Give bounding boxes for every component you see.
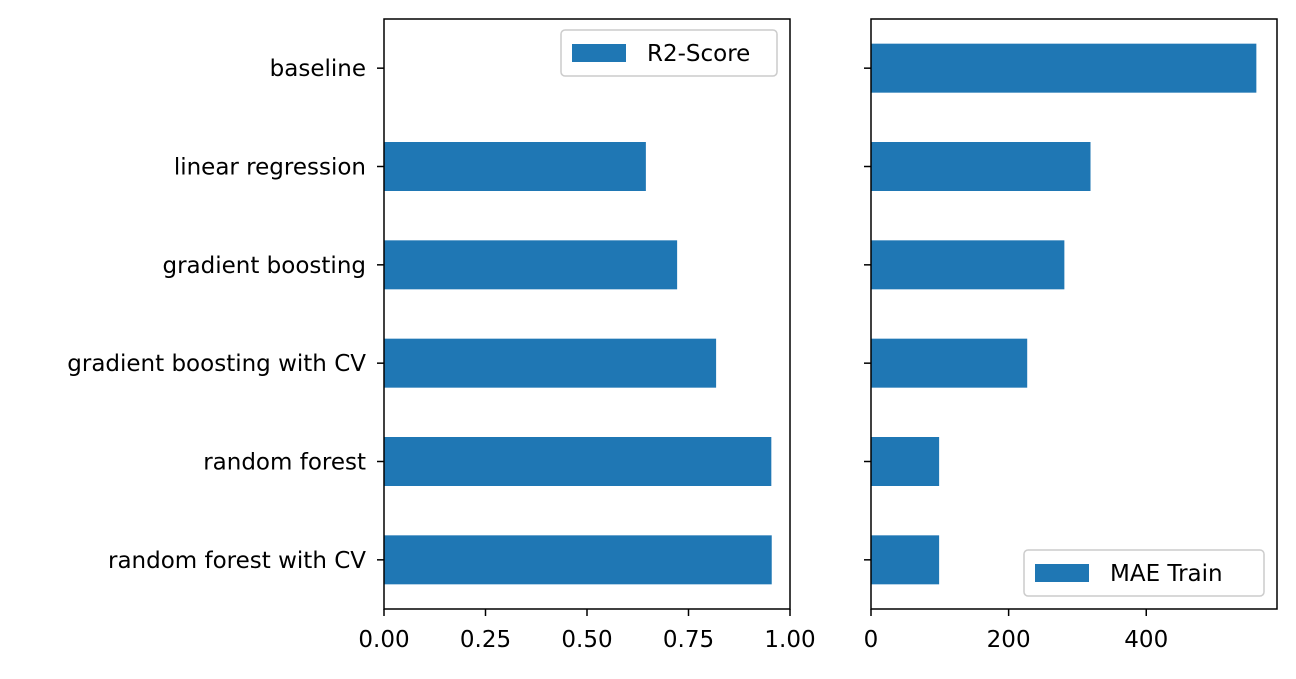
legend-swatch xyxy=(1035,564,1089,582)
axes-frame xyxy=(383,18,791,610)
legend: R2-Score xyxy=(560,29,778,77)
y-tick-label: linear regression xyxy=(174,155,366,181)
legend-box xyxy=(560,29,778,77)
bar-baseline xyxy=(871,43,1257,93)
chart-panel-2: 0 200 400 MAE Train xyxy=(864,18,1278,653)
bar-random-forest-with-CV xyxy=(384,535,772,585)
y-tick-label: gradient boosting with CV xyxy=(67,351,366,377)
bar-random-forest-with-CV xyxy=(871,535,940,585)
bar-random-forest xyxy=(384,437,772,486)
y-tick-label: random forest xyxy=(203,450,366,476)
bar-linear-regression xyxy=(384,142,646,191)
x-tick-label: 400 xyxy=(1124,627,1168,653)
x-tick-label: 0.50 xyxy=(561,627,612,653)
bar-linear-regression xyxy=(871,142,1091,191)
bar-gradient-boosting-with-CV xyxy=(384,338,717,388)
legend-swatch xyxy=(572,44,626,62)
x-tick-label: 200 xyxy=(987,627,1031,653)
bar-gradient-boosting xyxy=(871,240,1065,290)
y-tick-label: gradient boosting xyxy=(162,253,366,279)
legend-box xyxy=(1023,549,1265,597)
axes-frame xyxy=(870,18,1278,610)
x-tick-label: 0.00 xyxy=(358,627,409,653)
y-tick-label: random forest with CV xyxy=(108,548,366,574)
legend-label: MAE Train xyxy=(1110,561,1223,587)
bar-gradient-boosting-with-CV xyxy=(871,338,1028,388)
legend: MAE Train xyxy=(1023,549,1265,597)
y-tick-label: baseline xyxy=(270,56,366,82)
chart-panel-1: baseline linear regression gradient boosti… xyxy=(67,18,816,653)
bar-gradient-boosting xyxy=(384,240,678,290)
x-tick-label: 0.25 xyxy=(460,627,511,653)
x-tick-label: 1.00 xyxy=(764,627,815,653)
x-tick-label: 0 xyxy=(864,627,879,653)
x-tick-label: 0.75 xyxy=(663,627,714,653)
bar-random-forest xyxy=(871,437,940,486)
legend-label: R2-Score xyxy=(647,41,750,67)
